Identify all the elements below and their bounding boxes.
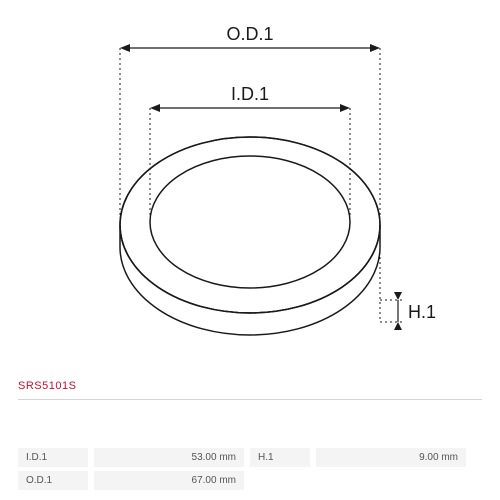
- spec-h-value: 9.00 mm: [316, 448, 466, 467]
- spec-id-value: 53.00 mm: [94, 448, 244, 467]
- od-arrow-left: [120, 44, 130, 52]
- spec-od-label: O.D.1: [18, 471, 88, 490]
- id-arrow-right: [340, 104, 350, 112]
- spec-row-2: O.D.1 67.00 mm: [18, 471, 482, 490]
- id-arrow-left: [150, 104, 160, 112]
- od-label: O.D.1: [226, 24, 273, 44]
- h-arrow-top: [394, 292, 402, 300]
- ring-diagram-svg: O.D.1 I.D.1 H.1: [0, 0, 500, 400]
- spec-od-value: 67.00 mm: [94, 471, 244, 490]
- diagram-area: O.D.1 I.D.1 H.1 SRS5101S: [0, 0, 500, 400]
- h-label: H.1: [408, 302, 436, 322]
- id-label: I.D.1: [231, 84, 269, 104]
- spec-row-1: I.D.1 53.00 mm H.1 9.00 mm: [18, 448, 482, 467]
- od-arrow-right: [370, 44, 380, 52]
- inner-ellipse: [150, 156, 350, 288]
- spec-table: I.D.1 53.00 mm H.1 9.00 mm O.D.1 67.00 m…: [18, 448, 482, 490]
- spec-h-label: H.1: [250, 448, 310, 467]
- h-arrow-bottom: [394, 322, 402, 330]
- part-number: SRS5101S: [18, 380, 76, 392]
- divider-line: [18, 399, 482, 400]
- spec-id-label: I.D.1: [18, 448, 88, 467]
